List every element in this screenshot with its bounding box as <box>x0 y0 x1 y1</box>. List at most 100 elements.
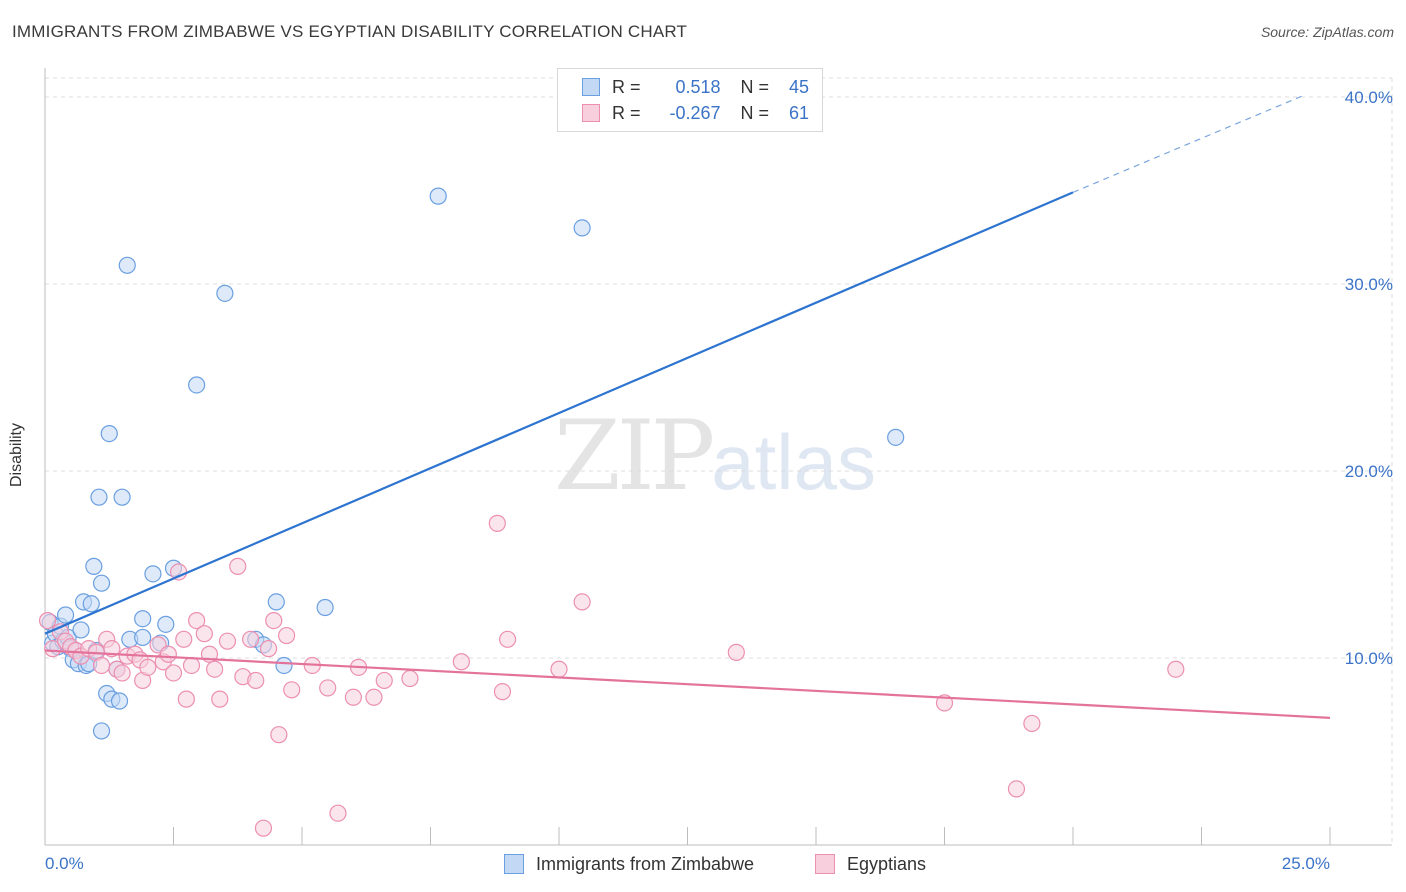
source-label: Source: ZipAtlas.com <box>1260 24 1394 40</box>
point-egyptians <box>182 656 201 675</box>
point-egyptians <box>727 643 745 661</box>
point-egyptians <box>188 611 206 630</box>
x-tick-label: 25.0% <box>1282 854 1330 873</box>
point-egyptians <box>401 669 419 688</box>
point-egyptians <box>103 640 121 658</box>
stats-row-egyptians: R = -0.267 N = 61 <box>582 101 809 125</box>
r-value-egyptians: -0.267 <box>669 102 721 123</box>
point-egyptians <box>38 611 57 630</box>
y-tick-label: 40.0% <box>1345 88 1393 107</box>
point-zimbabwe <box>188 376 206 394</box>
point-egyptians <box>270 726 288 744</box>
point-egyptians <box>211 690 229 708</box>
n-label: N = <box>740 102 770 123</box>
trend-lines <box>44 94 1331 719</box>
point-egyptians <box>229 557 247 575</box>
point-egyptians <box>177 690 195 708</box>
point-zimbabwe <box>134 628 152 647</box>
point-egyptians <box>344 688 362 706</box>
point-egyptians <box>195 625 213 643</box>
point-zimbabwe <box>887 428 905 446</box>
point-egyptians <box>206 660 224 678</box>
point-egyptians <box>1023 714 1041 733</box>
stats-legend-box: R = 0.518 N = 45 R = -0.267 N = 61 <box>557 68 823 132</box>
data-points <box>38 187 1185 837</box>
trend-line-zimbabwe <box>44 191 1074 635</box>
point-egyptians <box>365 688 383 706</box>
point-zimbabwe <box>82 595 100 613</box>
x-tick-label: 0.0% <box>45 854 84 873</box>
n-value-zimbabwe: 45 <box>789 76 810 97</box>
point-egyptians <box>277 626 296 645</box>
point-egyptians <box>493 683 512 701</box>
stats-swatch-egyptians <box>582 104 600 122</box>
point-egyptians <box>247 671 265 690</box>
point-zimbabwe <box>85 557 103 575</box>
point-egyptians <box>159 645 177 663</box>
point-zimbabwe <box>110 692 129 710</box>
tick-labels: 0.0% 25.0% 10.0% 20.0% 30.0% 40.0% <box>45 88 1393 873</box>
point-zimbabwe <box>118 256 136 274</box>
point-zimbabwe <box>92 722 111 740</box>
legend-label-zimbabwe: Immigrants from Zimbabwe <box>536 853 755 874</box>
point-egyptians <box>175 630 193 648</box>
point-egyptians <box>375 671 393 690</box>
point-egyptians <box>139 658 157 676</box>
point-egyptians <box>329 804 347 822</box>
watermark-atlas: atlas <box>711 418 876 506</box>
point-egyptians <box>319 679 337 697</box>
point-zimbabwe <box>134 610 152 628</box>
point-egyptians <box>488 514 506 532</box>
point-egyptians <box>44 640 62 658</box>
point-zimbabwe <box>573 219 591 237</box>
axes <box>44 68 1392 846</box>
point-egyptians <box>499 630 517 648</box>
y-tick-label: 10.0% <box>1345 649 1393 668</box>
legend-item-zimbabwe[interactable]: Immigrants from Zimbabwe <box>504 851 754 877</box>
point-egyptians <box>92 656 111 675</box>
r-label: R = <box>612 102 641 123</box>
legend-swatch-zimbabwe <box>504 854 524 874</box>
stats-row-zimbabwe: R = 0.518 N = 45 <box>582 75 809 99</box>
point-zimbabwe <box>275 656 293 675</box>
point-egyptians <box>1007 780 1026 798</box>
point-zimbabwe <box>316 598 334 617</box>
legend-swatch-egyptians <box>815 854 835 874</box>
r-value-zimbabwe: 0.518 <box>675 76 721 97</box>
chart-title: IMMIGRANTS FROM ZIMBABWE VS EGYPTIAN DIS… <box>12 22 688 41</box>
point-egyptians <box>254 819 273 837</box>
point-egyptians <box>573 593 591 611</box>
point-zimbabwe <box>72 621 90 639</box>
grid-lines <box>45 77 1393 845</box>
point-egyptians <box>1167 660 1185 678</box>
y-tick-label: 20.0% <box>1345 462 1393 481</box>
point-egyptians <box>164 664 183 682</box>
point-egyptians <box>452 653 470 671</box>
stats-swatch-zimbabwe <box>582 78 600 96</box>
point-egyptians <box>283 681 301 699</box>
trend-extension-zimbabwe <box>1072 94 1305 193</box>
point-zimbabwe <box>92 574 111 592</box>
watermark: ZIPatlas <box>554 400 876 512</box>
point-zimbabwe <box>56 606 75 624</box>
point-zimbabwe <box>144 565 162 583</box>
point-egyptians <box>242 630 260 648</box>
point-zimbabwe <box>216 284 234 302</box>
point-zimbabwe <box>267 593 285 611</box>
point-zimbabwe <box>113 488 131 506</box>
point-zimbabwe <box>429 187 447 205</box>
legend-item-egyptians[interactable]: Egyptians <box>815 851 926 877</box>
r-label: R = <box>612 76 641 97</box>
point-zimbabwe <box>157 615 175 633</box>
n-value-egyptians: 61 <box>789 102 810 123</box>
point-egyptians <box>259 640 278 658</box>
point-zimbabwe <box>100 425 118 443</box>
point-egyptians <box>265 611 283 630</box>
watermark-zip: ZIP <box>554 400 715 512</box>
point-egyptians <box>218 632 237 650</box>
point-egyptians <box>550 660 568 678</box>
legend-label-egyptians: Egyptians <box>847 853 927 874</box>
point-zimbabwe <box>90 488 108 506</box>
trend-line-egyptians <box>44 649 1331 719</box>
